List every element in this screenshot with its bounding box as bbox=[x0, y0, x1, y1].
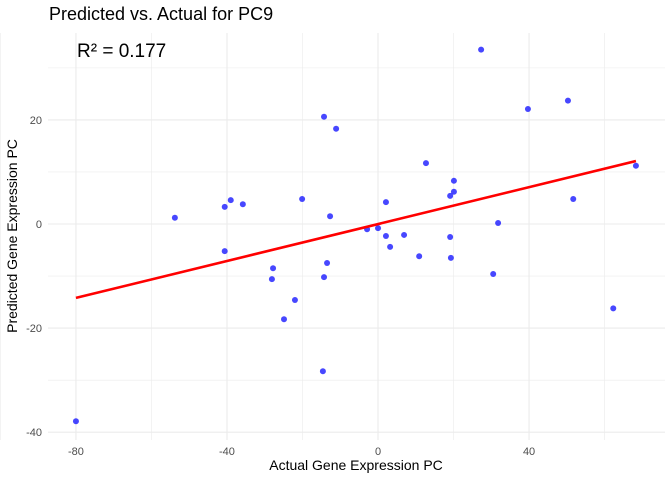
data-point bbox=[375, 225, 382, 232]
y-tick-label: 20 bbox=[30, 115, 42, 127]
data-point bbox=[382, 199, 389, 206]
data-point bbox=[490, 270, 497, 277]
data-point bbox=[632, 162, 639, 169]
data-point bbox=[221, 203, 228, 210]
x-tick-label: 0 bbox=[375, 446, 381, 458]
data-point bbox=[447, 192, 454, 199]
data-point bbox=[401, 231, 408, 238]
data-point bbox=[387, 243, 394, 250]
x-tick-label: -40 bbox=[219, 446, 235, 458]
data-point bbox=[72, 418, 79, 425]
data-point bbox=[321, 274, 328, 281]
data-point bbox=[450, 177, 457, 184]
data-point bbox=[270, 265, 277, 272]
data-point bbox=[382, 232, 389, 239]
data-point bbox=[171, 214, 178, 221]
data-point bbox=[416, 253, 423, 260]
data-point bbox=[327, 213, 334, 220]
x-tick-label: 40 bbox=[523, 446, 535, 458]
data-point bbox=[495, 219, 502, 226]
data-point bbox=[610, 305, 617, 312]
y-axis-label: Predicted Gene Expression PC bbox=[4, 139, 20, 333]
data-point bbox=[291, 296, 298, 303]
data-point bbox=[564, 97, 571, 104]
chart-title: Predicted vs. Actual for PC9 bbox=[49, 4, 274, 24]
data-point bbox=[268, 276, 275, 283]
x-axis-label: Actual Gene Expression PC bbox=[269, 457, 443, 473]
y-tick-label: -40 bbox=[26, 427, 42, 439]
data-point bbox=[333, 125, 340, 132]
data-point bbox=[450, 188, 457, 195]
data-point bbox=[570, 196, 577, 203]
y-tick-label: -20 bbox=[26, 323, 42, 335]
data-point bbox=[324, 260, 331, 267]
data-point bbox=[321, 113, 328, 120]
data-point bbox=[281, 316, 288, 323]
data-point bbox=[447, 234, 454, 241]
data-point bbox=[227, 197, 234, 204]
y-tick-label: 0 bbox=[36, 219, 42, 231]
data-point bbox=[524, 105, 531, 112]
data-point bbox=[478, 46, 485, 53]
regression-line bbox=[75, 159, 637, 300]
data-point bbox=[299, 196, 306, 203]
data-point bbox=[447, 254, 454, 261]
data-point bbox=[319, 368, 326, 375]
r-squared-annotation: R² = 0.177 bbox=[77, 41, 166, 62]
data-point bbox=[239, 201, 246, 208]
data-point bbox=[422, 160, 429, 167]
x-tick-label: -80 bbox=[68, 446, 84, 458]
data-point bbox=[221, 248, 228, 255]
